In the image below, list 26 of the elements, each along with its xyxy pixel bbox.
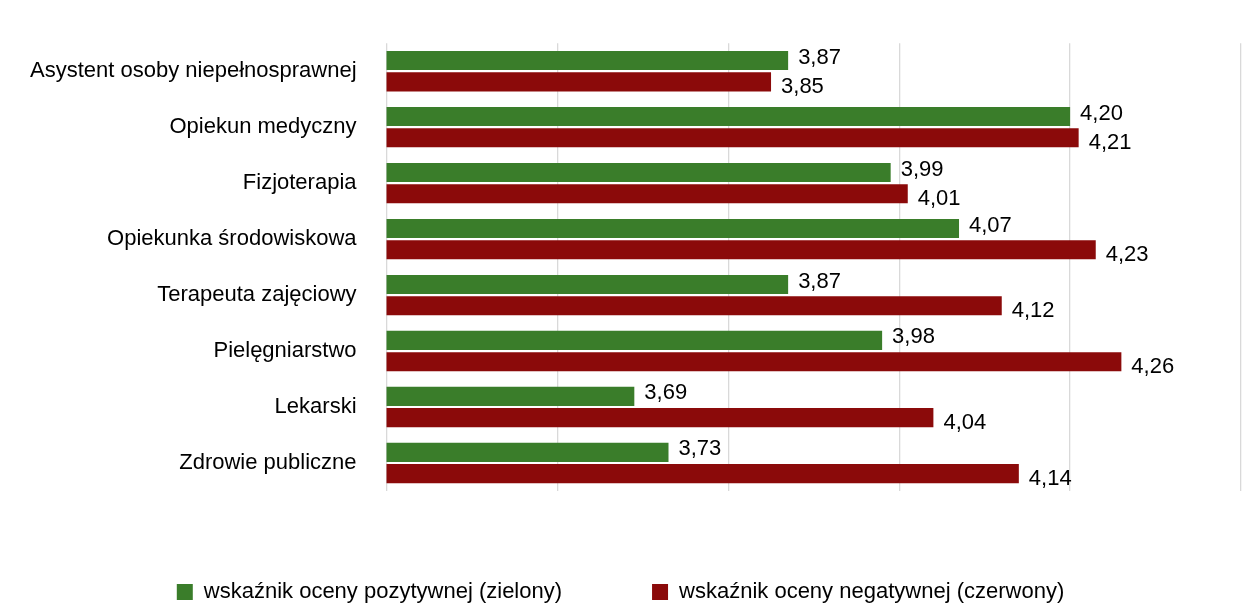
data-label: 3,98	[892, 323, 935, 349]
y-tick-label: Opiekunka środowiskowa	[107, 225, 358, 251]
data-label: 4,07	[969, 211, 1012, 237]
data-label: 4,14	[1028, 464, 1072, 490]
legend-label: wskaźnik oceny negatywnej (czerwony)	[678, 578, 1065, 604]
y-tick-label: Fizjoterapia	[242, 169, 358, 195]
data-label: 3,69	[644, 379, 688, 405]
data-label: 4,12	[1011, 296, 1055, 322]
data-label: 4,20	[1080, 99, 1123, 125]
y-tick-label: Pielęgniarstwo	[213, 337, 357, 363]
data-label: 4,01	[917, 184, 961, 210]
y-tick-label: Opiekun medyczny	[169, 113, 357, 139]
y-tick-label: Asystent osoby niepełnosprawnej	[30, 57, 357, 83]
data-label: 3,87	[798, 267, 841, 293]
data-label: 4,23	[1105, 240, 1149, 266]
data-label: 3,73	[678, 435, 722, 461]
data-label: 3,85	[781, 72, 824, 98]
data-label: 3,87	[798, 43, 841, 69]
data-label: 4,04	[943, 408, 987, 434]
y-tick-label: Terapeuta zajęciowy	[157, 281, 357, 307]
data-label: 4,21	[1088, 128, 1132, 154]
legend-label: wskaźnik oceny pozytywnej (zielony)	[202, 578, 563, 604]
data-label: 3,99	[900, 155, 944, 181]
y-tick-label: Lekarski	[274, 393, 357, 419]
data-label: 4,26	[1131, 352, 1175, 378]
y-tick-label: Zdrowie publiczne	[179, 449, 357, 475]
